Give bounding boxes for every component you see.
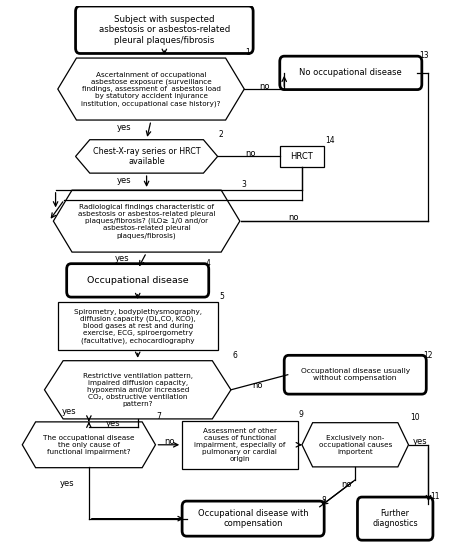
Text: 5: 5 xyxy=(219,292,224,301)
Text: 6: 6 xyxy=(232,350,237,360)
Polygon shape xyxy=(53,190,240,252)
Text: 12: 12 xyxy=(423,350,433,360)
Text: no: no xyxy=(259,82,270,91)
Text: yes: yes xyxy=(412,437,427,446)
FancyBboxPatch shape xyxy=(58,302,217,350)
Text: 8: 8 xyxy=(321,497,326,505)
Text: yes: yes xyxy=(62,408,76,416)
Text: no: no xyxy=(288,213,299,222)
FancyBboxPatch shape xyxy=(280,146,324,167)
Text: Occupational disease usually
without compensation: Occupational disease usually without com… xyxy=(301,368,410,381)
Polygon shape xyxy=(58,58,244,120)
Text: Restrictive ventilation pattern,
impaired diffusion capacity,
hypoxemia and/or i: Restrictive ventilation pattern, impaire… xyxy=(83,373,193,407)
Text: 10: 10 xyxy=(410,412,419,422)
FancyBboxPatch shape xyxy=(357,497,433,540)
Text: yes: yes xyxy=(106,419,120,428)
Text: 7: 7 xyxy=(157,412,162,421)
Text: Occupational disease with
compensation: Occupational disease with compensation xyxy=(198,509,308,529)
Text: 3: 3 xyxy=(241,180,246,189)
Text: 1: 1 xyxy=(246,48,251,57)
Text: yes: yes xyxy=(59,479,74,488)
Text: 9: 9 xyxy=(299,410,304,420)
Text: Assessment of other
causes of functional
impairment, especially of
pulmonary or : Assessment of other causes of functional… xyxy=(194,428,285,462)
FancyBboxPatch shape xyxy=(182,421,298,469)
Text: yes: yes xyxy=(117,123,132,133)
Polygon shape xyxy=(22,422,155,468)
Text: No occupational disease: No occupational disease xyxy=(299,68,402,78)
Text: yes: yes xyxy=(115,254,130,263)
Text: Spirometry, bodyplethysmography,
diffusion capacity (DL,CO, KCO),
blood gases at: Spirometry, bodyplethysmography, diffusi… xyxy=(74,309,202,344)
Text: Radiological findings characteristic of
asbestosis or asbestos-related pleural
p: Radiological findings characteristic of … xyxy=(78,204,215,239)
Text: The occupational disease
the only cause of
functional impairment?: The occupational disease the only cause … xyxy=(43,435,135,455)
Text: no: no xyxy=(341,480,352,488)
FancyBboxPatch shape xyxy=(280,56,422,90)
Polygon shape xyxy=(302,423,409,467)
Text: Subject with suspected
asbestosis or asbestos-related
pleural plaques/fibrosis: Subject with suspected asbestosis or asb… xyxy=(99,15,230,45)
Text: Chest-X-ray series or HRCT
available: Chest-X-ray series or HRCT available xyxy=(93,147,200,166)
FancyBboxPatch shape xyxy=(182,501,324,536)
Text: no: no xyxy=(164,437,175,446)
Text: Further
diagnostics: Further diagnostics xyxy=(372,509,418,529)
Text: yes: yes xyxy=(117,176,132,185)
Text: Exclusively non-
occupational causes
importent: Exclusively non- occupational causes imp… xyxy=(318,435,392,455)
Polygon shape xyxy=(44,361,231,419)
Text: 2: 2 xyxy=(219,130,224,139)
Text: 11: 11 xyxy=(430,492,439,502)
FancyBboxPatch shape xyxy=(67,263,209,297)
FancyBboxPatch shape xyxy=(76,6,253,53)
FancyBboxPatch shape xyxy=(284,355,426,394)
Text: Ascertainment of occupational
asbestose exposure (surveillance
findings, assessm: Ascertainment of occupational asbestose … xyxy=(81,72,221,107)
Text: HRCT: HRCT xyxy=(290,152,313,161)
Text: 14: 14 xyxy=(326,135,335,145)
Text: no: no xyxy=(252,381,263,390)
Text: 13: 13 xyxy=(419,52,429,60)
Text: Occupational disease: Occupational disease xyxy=(87,276,188,285)
Text: 4: 4 xyxy=(206,259,211,268)
Polygon shape xyxy=(76,140,217,173)
Text: no: no xyxy=(245,148,255,158)
